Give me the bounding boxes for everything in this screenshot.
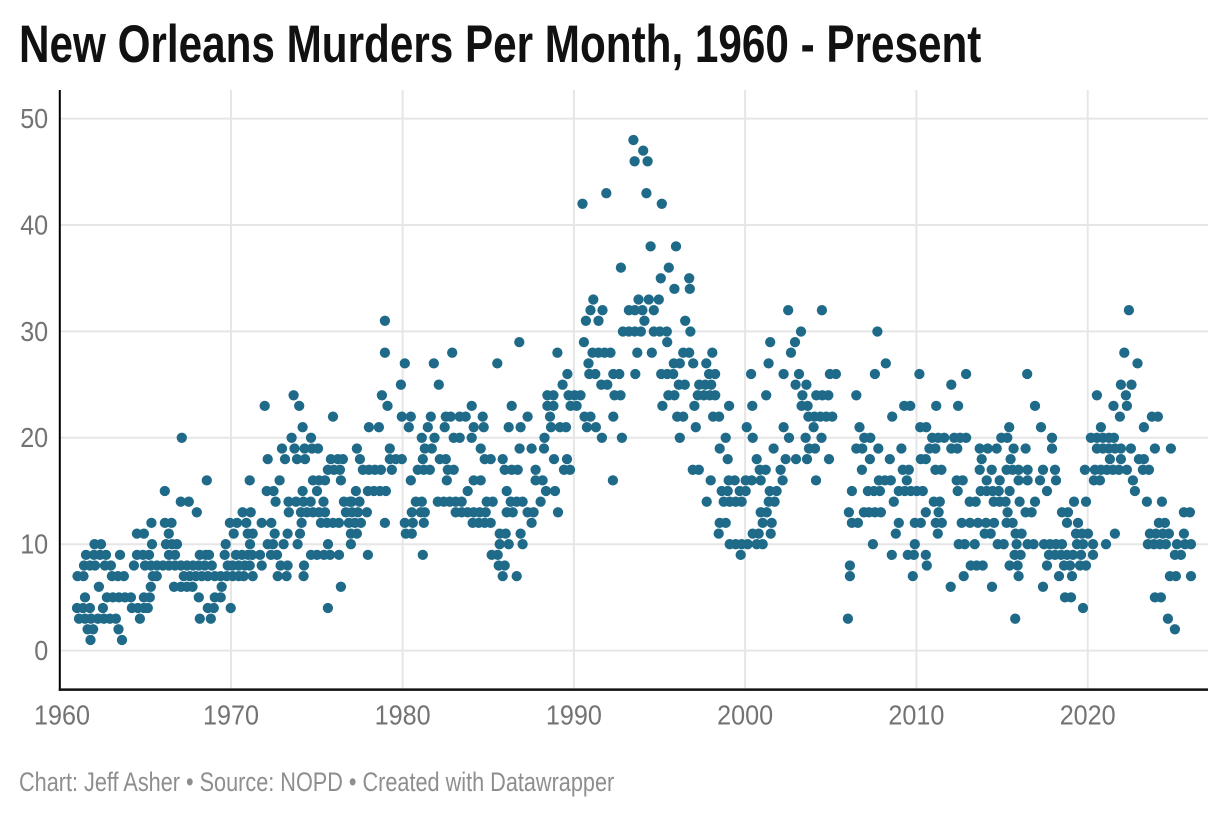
svg-text:2020: 2020 xyxy=(1060,700,1116,731)
svg-text:30: 30 xyxy=(20,316,48,347)
svg-text:0: 0 xyxy=(34,635,48,666)
svg-text:20: 20 xyxy=(20,422,48,453)
svg-text:1990: 1990 xyxy=(546,700,602,731)
svg-text:1970: 1970 xyxy=(203,700,259,731)
svg-text:2010: 2010 xyxy=(888,700,944,731)
svg-text:40: 40 xyxy=(20,209,48,240)
svg-text:1960: 1960 xyxy=(34,700,90,731)
svg-text:10: 10 xyxy=(20,529,48,560)
svg-text:50: 50 xyxy=(20,103,48,134)
svg-text:2000: 2000 xyxy=(717,700,773,731)
svg-text:1980: 1980 xyxy=(375,700,431,731)
